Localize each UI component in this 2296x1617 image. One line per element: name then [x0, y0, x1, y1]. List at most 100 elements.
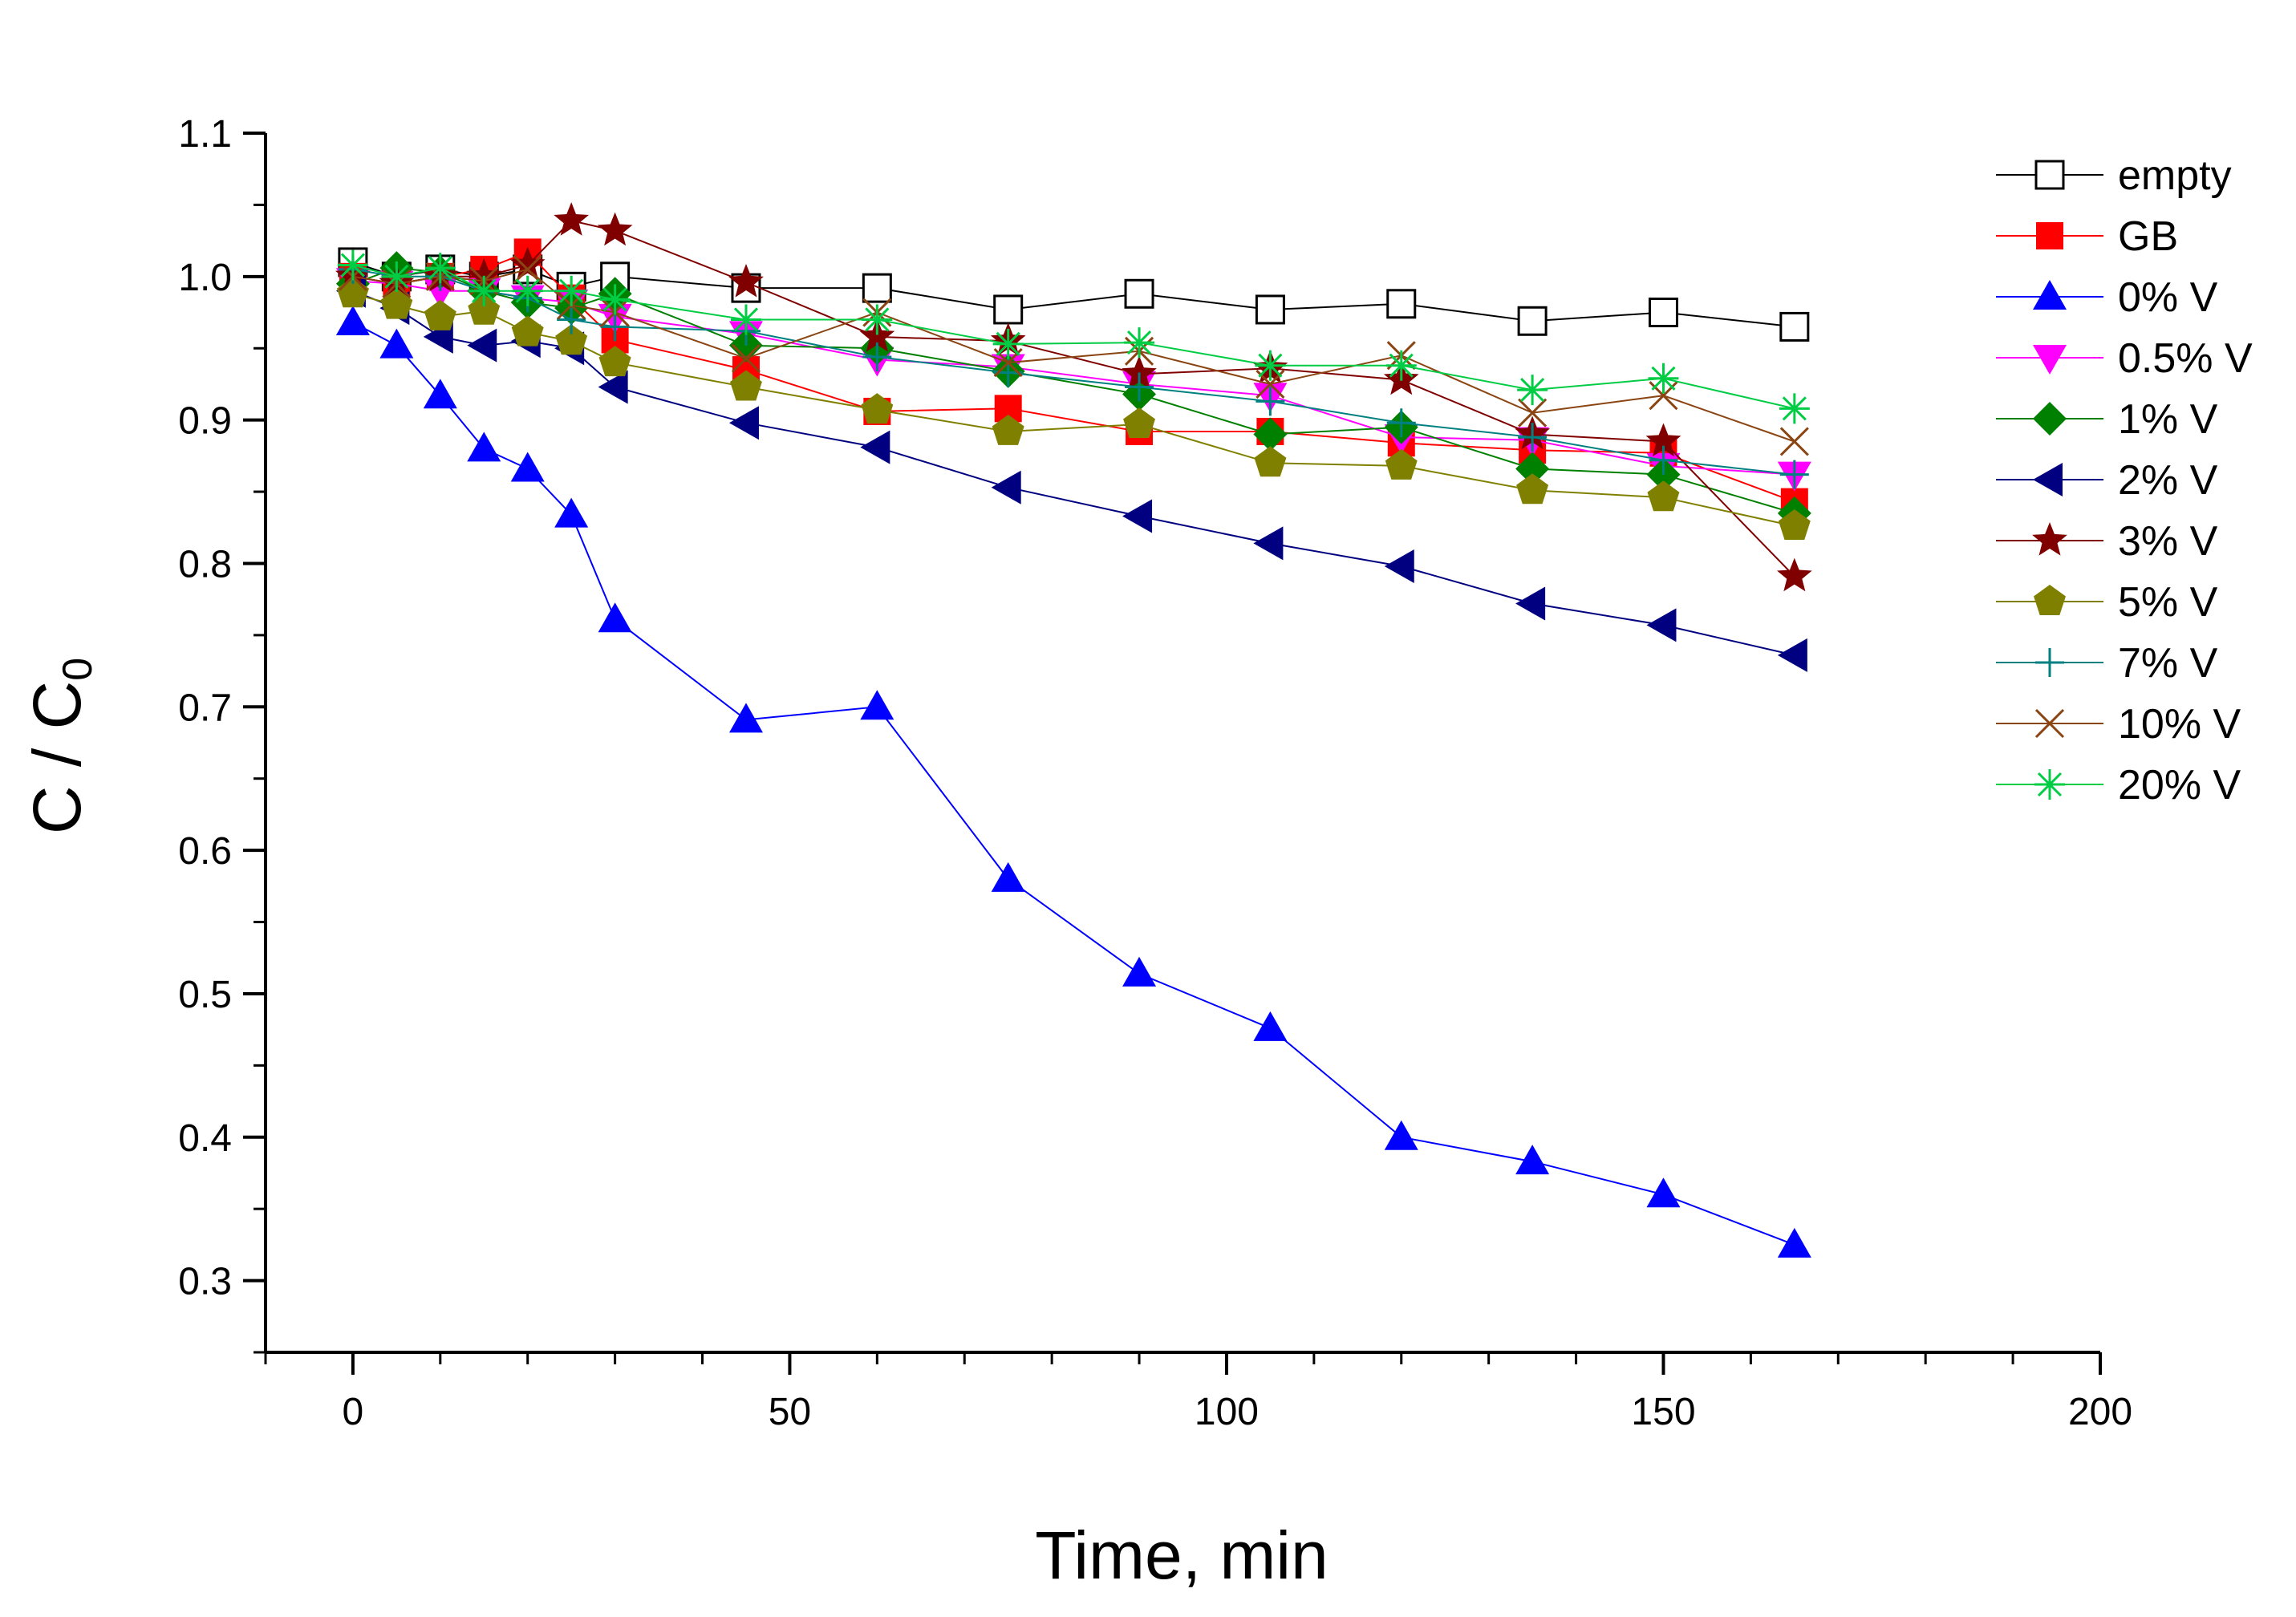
plot-area — [335, 202, 1812, 1258]
legend-item-2-v: 2% V — [1996, 457, 2218, 504]
data-point-0-v — [1384, 1120, 1418, 1150]
data-point-5-v — [380, 288, 413, 319]
legend-label: 0% V — [2118, 274, 2218, 321]
series-line-2-v — [352, 290, 1795, 656]
data-point-20-v — [992, 328, 1024, 359]
data-point-20-v — [599, 284, 631, 315]
legend-marker — [2034, 160, 2065, 190]
data-point-5-v — [730, 370, 762, 401]
data-point-20-v — [1517, 375, 1548, 406]
data-point-0-v — [991, 861, 1025, 892]
data-point-5-v — [1123, 407, 1155, 438]
data-point-empty — [1648, 298, 1678, 328]
data-point-0-v — [598, 602, 632, 633]
data-point-5-v — [1778, 509, 1811, 540]
legend-label: 10% V — [2118, 701, 2241, 748]
data-point-5-v — [555, 324, 588, 355]
data-point-2-v — [1384, 549, 1414, 584]
legend-item-1-v: 1% V — [1996, 396, 2218, 443]
data-point-5-v — [424, 299, 456, 330]
y-tick-label: 0.3 — [178, 1261, 232, 1303]
data-point-20-v — [730, 304, 761, 335]
legend-label: 20% V — [2118, 762, 2241, 808]
data-point-3-v — [554, 202, 589, 236]
series-line-5-v — [352, 293, 1795, 527]
data-point-3-v — [1777, 557, 1812, 592]
data-point-7-v — [600, 312, 630, 342]
data-point-5-v — [992, 415, 1024, 445]
x-tick-label: 50 — [769, 1391, 811, 1433]
data-point-2-v — [1777, 638, 1807, 672]
data-point-20-v — [381, 261, 412, 292]
data-point-3-v — [509, 246, 546, 281]
data-point-20-v — [1255, 350, 1286, 381]
legend-label: GB — [2118, 213, 2178, 260]
data-point-2-v — [1515, 586, 1546, 621]
data-point-5-v — [1254, 446, 1287, 477]
data-point-0-v — [1515, 1145, 1550, 1175]
series-0-v — [335, 306, 1811, 1258]
data-point-5-v — [511, 315, 544, 346]
y-axis-title-group: C / C0 — [19, 658, 101, 834]
data-point-2-v — [467, 328, 497, 363]
series-3-v — [335, 202, 1812, 592]
series-line-20-v — [352, 264, 1795, 410]
legend-marker — [2034, 769, 2065, 800]
data-point-0-v — [423, 379, 457, 409]
data-point-7-v — [1518, 423, 1548, 452]
legend-item-0-5-v: 0.5% V — [1996, 335, 2253, 382]
axes: 0 50 100 150 200 0.3 0.4 0.5 0.6 0.7 0.8 0.9 1.0 1.1 — [178, 113, 2132, 1433]
data-point-10-v — [513, 254, 542, 284]
legend-marker — [2033, 463, 2063, 496]
y-tick-label: 0.4 — [178, 1117, 232, 1160]
data-point-7-v — [557, 305, 586, 334]
y-tick-label: 1.1 — [178, 113, 232, 156]
data-point-1-v — [1515, 452, 1550, 486]
legend-marker — [2032, 522, 2067, 556]
data-point-empty — [862, 273, 892, 303]
data-point-0-v — [1122, 956, 1157, 987]
legend-label: 3% V — [2118, 518, 2218, 565]
y-tick-label: 0.9 — [178, 400, 232, 443]
data-point-5-v — [598, 346, 631, 377]
legend-item-5-v: 5% V — [1996, 579, 2218, 626]
data-point-2-v — [728, 406, 759, 440]
data-point-5-v — [861, 393, 894, 424]
legend-item-0-v: 0% V — [1996, 274, 2218, 321]
legend-item-7-v: 7% V — [1996, 640, 2218, 687]
data-point-5-v — [1647, 480, 1680, 512]
y-tick-label: 1.0 — [178, 257, 232, 299]
data-point-0-v — [335, 306, 370, 336]
data-point-3-v — [728, 264, 764, 298]
y-tick-label: 0.7 — [178, 687, 232, 729]
y-axis-title-main: C / C — [19, 681, 95, 834]
series-line-1-v — [352, 267, 1795, 514]
legend-marker — [2033, 280, 2067, 310]
data-point-3-v — [1122, 355, 1157, 389]
legend-label: empty — [2118, 152, 2232, 199]
data-point-2-v — [1253, 526, 1284, 561]
data-point-2-v — [860, 430, 890, 464]
data-point-0-v — [1777, 1227, 1811, 1258]
data-point-0-v — [860, 690, 894, 720]
data-point-3-v — [859, 318, 895, 352]
legend-item-10-v: 10% V — [1996, 701, 2241, 748]
x-tick-label: 150 — [1631, 1391, 1695, 1433]
series-line-7-v — [352, 268, 1795, 476]
data-point-7-v — [1125, 372, 1154, 402]
legend-item-3-v: 3% V — [1996, 518, 2218, 565]
data-point-0-v — [467, 432, 501, 462]
y-tick-label: 0.6 — [178, 830, 232, 873]
data-point-5-v — [1385, 448, 1418, 480]
data-point-2-v — [991, 470, 1021, 505]
y-tick-label: 0.5 — [178, 974, 232, 1016]
legend-marker — [2034, 708, 2065, 739]
data-point-2-v — [1646, 608, 1677, 642]
y-axis-title: C / C0 — [19, 658, 101, 834]
data-point-0-v — [510, 452, 545, 482]
data-point-20-v — [424, 253, 456, 284]
data-point-3-v — [597, 212, 633, 246]
data-point-20-v — [1648, 363, 1679, 394]
legend-item-empty: empty — [1996, 152, 2232, 199]
x-axis-title: Time, min — [1035, 1518, 1329, 1593]
